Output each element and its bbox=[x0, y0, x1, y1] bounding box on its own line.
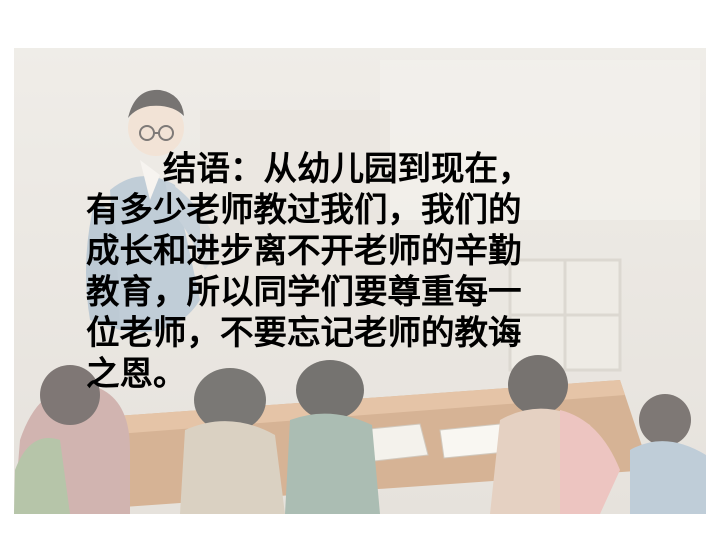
student-right bbox=[490, 355, 620, 514]
wall-shading bbox=[380, 60, 700, 220]
text-line-2: 有多少老师教过我们，我们的 bbox=[86, 190, 522, 229]
student-far-right bbox=[630, 394, 706, 514]
student-left bbox=[14, 365, 130, 514]
student-center bbox=[285, 360, 380, 514]
closing-remarks-text: 结语：从幼儿园到现在， 有多少老师教过我们，我们的 成长和进步离不开老师的辛勤 … bbox=[86, 148, 626, 394]
text-line-4: 教育，所以同学们要尊重每一 bbox=[86, 272, 522, 311]
text-line-6: 之恩。 bbox=[86, 354, 187, 393]
board-shadow bbox=[200, 110, 390, 340]
text-line-1: 结语：从幼儿园到现在， bbox=[163, 149, 532, 188]
student-center-left bbox=[180, 368, 285, 514]
text-line-5: 位老师，不要忘记老师的教诲 bbox=[86, 313, 522, 352]
text-line-3: 成长和进步离不开老师的辛勤 bbox=[86, 231, 522, 270]
